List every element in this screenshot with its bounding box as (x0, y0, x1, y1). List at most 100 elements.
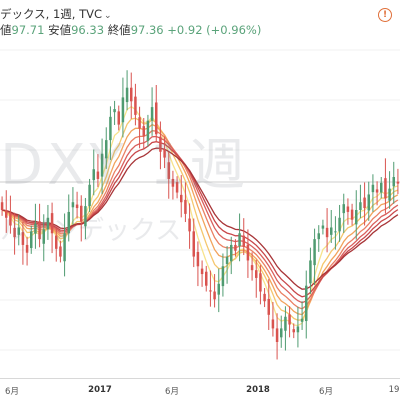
candle-body (225, 256, 229, 264)
candle-body (84, 206, 87, 227)
chevron-down-icon[interactable]: ⌄ (104, 11, 112, 21)
low-value: 96.33 (71, 23, 105, 37)
candle-body (284, 316, 287, 331)
x-tick: 6月 (165, 387, 179, 397)
candle-body (213, 291, 216, 300)
candle-body (75, 204, 79, 209)
candle-body (292, 329, 295, 333)
candle-body (271, 319, 275, 329)
candle-body (384, 178, 387, 199)
candle-body (288, 314, 291, 325)
candle-body (234, 244, 237, 251)
symbol-title[interactable]: デックス, 1週, TVC (0, 7, 103, 21)
candle-body (188, 218, 191, 232)
candle-body (275, 328, 279, 342)
candle-body (346, 206, 350, 212)
candle-body (392, 177, 395, 187)
candle-body (121, 97, 125, 123)
candlestick-series (0, 70, 400, 360)
candle-body (367, 194, 370, 211)
close-value: 97.36 (130, 23, 164, 37)
candle-body (396, 181, 400, 184)
candle-body (80, 205, 83, 222)
candle-body (96, 171, 100, 179)
candle-body (380, 182, 383, 193)
candle-body (59, 246, 62, 257)
candle-body (155, 102, 158, 135)
candle-body (30, 231, 33, 249)
chart-legend: デックス, 1週, TVC ⌄ 値97.71 安値96.33 終値97.36 +0… (0, 6, 400, 38)
candle-body (175, 182, 179, 193)
candle-body (250, 265, 254, 271)
candle-body (5, 210, 8, 218)
candle-body (205, 271, 208, 286)
candle-body (296, 326, 300, 333)
candle-body (138, 117, 141, 129)
candle-body (63, 233, 66, 262)
candle-body (355, 210, 358, 225)
candle-body (100, 153, 104, 177)
candle-body (88, 184, 91, 207)
candle-body (209, 290, 212, 292)
chart-grid (0, 49, 400, 351)
candle-body (388, 188, 391, 201)
candle-body (38, 221, 41, 240)
high-value: 97.71 (11, 23, 45, 37)
candle-body (180, 194, 183, 203)
candle-body (259, 273, 262, 292)
candle-body (359, 202, 362, 210)
candle-body (221, 266, 225, 287)
candle-body (263, 293, 266, 302)
candle-body (342, 204, 345, 214)
candle-body (71, 202, 75, 208)
candle-body (375, 189, 379, 193)
candle-body (0, 202, 4, 210)
candle-body (238, 233, 241, 247)
candle-body (171, 178, 175, 187)
candle-body (67, 211, 70, 234)
candle-body (192, 231, 195, 257)
alert-icon[interactable]: ! (378, 8, 392, 22)
candle-body (313, 239, 316, 266)
candle-body (350, 209, 354, 220)
candle-body (300, 318, 304, 322)
symbol-title-row[interactable]: デックス, 1週, TVC ⌄ (0, 6, 112, 24)
candle-body (92, 169, 95, 181)
candle-body (325, 227, 329, 238)
candle-body (130, 87, 133, 102)
high-label: 値 (0, 23, 12, 37)
candle-body (13, 227, 16, 238)
candle-body (280, 328, 283, 338)
x-tick: 2018 (246, 385, 270, 395)
x-tick: 6月 (5, 387, 19, 397)
candle-body (9, 213, 12, 226)
candle-body (34, 223, 37, 234)
candle-body (267, 298, 270, 315)
candle-body (21, 232, 25, 245)
candle-body (184, 199, 187, 214)
low-label: 安値 (48, 23, 72, 37)
candle-body (55, 235, 58, 249)
candle-body (125, 87, 129, 103)
candle-body (109, 116, 112, 141)
candle-body (150, 107, 154, 121)
watermark-name: ルインデックス (0, 216, 182, 246)
candle-body (217, 283, 220, 295)
time-axis[interactable]: 6月 2017 6月 2018 6月 19 (0, 378, 400, 401)
candle-body (25, 244, 29, 253)
candle-body (50, 213, 54, 234)
x-tick: 19 (388, 385, 400, 395)
candle-body (46, 217, 50, 230)
candle-body (142, 126, 145, 137)
candle-body (42, 229, 45, 244)
ohlc-values: 値97.71 安値96.33 終値97.36 +0.92 (+0.96%) (0, 22, 261, 38)
candle-body (309, 260, 312, 284)
watermark-symbol: DXY 1週 (0, 133, 250, 198)
candle-body (196, 251, 200, 267)
candle-body (334, 231, 337, 233)
candle-body (246, 244, 250, 261)
candle-body (159, 136, 162, 152)
candle-body (371, 184, 375, 193)
